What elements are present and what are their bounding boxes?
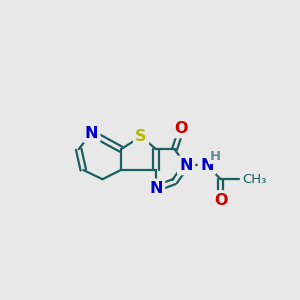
Text: N: N [85, 125, 98, 140]
Text: N: N [200, 158, 214, 173]
Text: O: O [175, 121, 188, 136]
Text: CH₃: CH₃ [242, 173, 266, 186]
Text: S: S [135, 129, 147, 144]
Text: N: N [149, 181, 163, 196]
Text: N: N [179, 158, 193, 173]
Text: O: O [214, 193, 227, 208]
Text: H: H [209, 150, 220, 163]
